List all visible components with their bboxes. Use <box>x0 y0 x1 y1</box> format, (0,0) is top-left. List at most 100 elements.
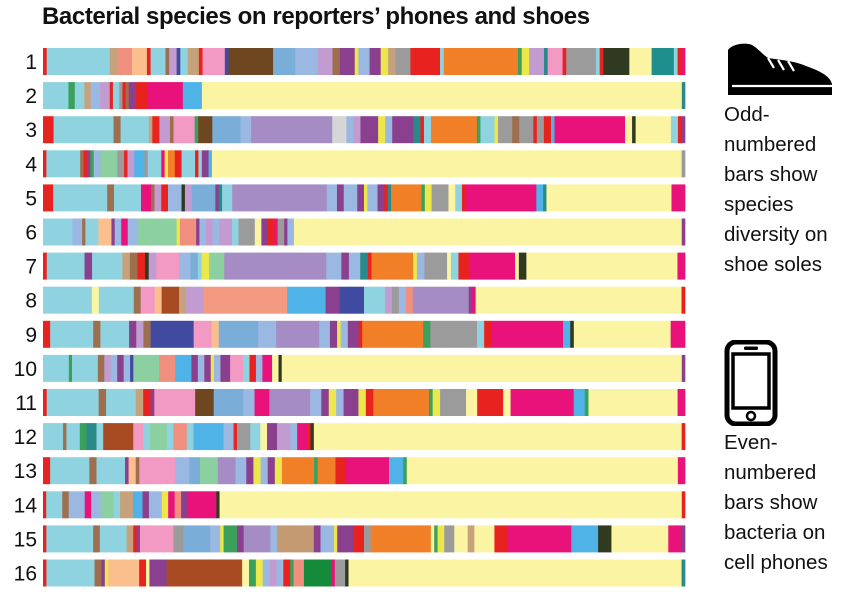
bar-segment <box>475 286 483 314</box>
bar-segment <box>117 48 133 75</box>
bar-segment <box>154 389 196 416</box>
bar-segment <box>255 559 264 587</box>
bar-segment <box>143 423 151 451</box>
bar-segment <box>122 252 131 280</box>
bar-segment <box>91 491 102 519</box>
bar-segment <box>611 525 669 553</box>
bar-segment <box>326 252 342 280</box>
bar-segment <box>332 116 347 144</box>
bar-segment <box>480 116 495 144</box>
bar-segment <box>128 82 136 110</box>
bar-segment <box>466 389 478 416</box>
bar-segment <box>477 389 504 416</box>
bar-segment <box>198 150 203 178</box>
bar-segment <box>195 150 199 178</box>
bar-segment <box>521 48 530 75</box>
row-label: 3 <box>25 119 37 142</box>
bar-segment <box>142 491 150 519</box>
bar-segment <box>109 82 114 110</box>
bar-segment <box>431 116 478 144</box>
bar-segment <box>248 559 257 587</box>
shoe-note-line: species <box>724 193 794 216</box>
bar-segment <box>432 389 441 416</box>
bar-segment <box>122 82 126 110</box>
bar-segment <box>329 320 338 348</box>
row-label: 15 <box>14 528 37 551</box>
bar-segment <box>424 184 432 212</box>
bar-segment <box>450 252 459 280</box>
bar-segment <box>254 389 270 416</box>
bar-segment <box>250 423 261 451</box>
bar-segment <box>181 184 186 212</box>
bar-segment <box>360 116 379 144</box>
bar-segment <box>174 491 182 519</box>
bar-segment <box>224 48 229 75</box>
bar-segment <box>112 82 120 110</box>
bar-segment <box>362 320 424 348</box>
bar-segment <box>104 559 109 587</box>
bar-segment <box>681 286 686 314</box>
row-label: 9 <box>25 324 37 347</box>
bar-segment <box>277 525 315 553</box>
bar-segment <box>599 48 604 75</box>
bar-segment <box>189 457 201 485</box>
phone-note-line: bars show <box>724 491 818 514</box>
bar-segment <box>46 491 63 519</box>
bar-segment <box>272 354 279 382</box>
bar-segment <box>79 423 87 451</box>
bar-segment <box>416 252 425 280</box>
bar-segment <box>339 48 356 75</box>
bar-segment <box>543 116 552 144</box>
bar-segment <box>326 184 338 212</box>
bar-segment <box>474 525 495 553</box>
bar-segment <box>104 354 112 382</box>
bar-segment <box>681 423 686 451</box>
bar-segment <box>677 252 686 280</box>
bar-segment <box>179 218 197 246</box>
bar-segment <box>290 423 298 451</box>
bar-segment <box>198 116 213 144</box>
bar-segment <box>310 389 322 416</box>
bar-segment <box>93 150 101 178</box>
bar-segment <box>357 184 365 212</box>
bar-segment <box>494 525 509 553</box>
bar-segment <box>588 389 678 416</box>
bar-segment <box>174 150 182 178</box>
bar-segment <box>149 559 167 587</box>
bar-segment <box>287 286 326 314</box>
bar-segment <box>224 252 327 280</box>
bar-segment <box>128 457 137 485</box>
bar-segment <box>43 150 47 178</box>
bar-segment <box>563 320 571 348</box>
bar-segment <box>681 82 686 110</box>
bar-segment <box>140 286 156 314</box>
bar-segment <box>84 252 93 280</box>
bar-segment <box>181 491 188 519</box>
bar-segment <box>458 252 471 280</box>
bar-segment <box>598 525 612 553</box>
bar-segment <box>547 48 563 75</box>
bar-segment <box>236 525 244 553</box>
bar-segment <box>125 82 130 110</box>
bar-segment <box>364 286 386 314</box>
bar-segment <box>46 559 95 587</box>
bar-segment <box>469 252 516 280</box>
bar-segment <box>222 184 233 212</box>
bar-segment <box>367 252 372 280</box>
bar-segment <box>50 320 94 348</box>
bar-segment <box>119 82 123 110</box>
bar-segment <box>543 184 547 212</box>
bar-segment <box>255 354 263 382</box>
bar-segment <box>130 354 134 382</box>
bar-segment <box>211 320 220 348</box>
bar-segment <box>169 48 177 75</box>
bar-segment <box>373 389 430 416</box>
bar-segment <box>117 150 125 178</box>
bar-segment <box>98 218 112 246</box>
bar-segment <box>333 525 338 553</box>
bar-segment <box>113 116 121 144</box>
bar-segment <box>313 525 321 553</box>
bar-segment <box>290 559 294 587</box>
bar-segment <box>406 457 679 485</box>
bar-segment <box>274 457 283 485</box>
